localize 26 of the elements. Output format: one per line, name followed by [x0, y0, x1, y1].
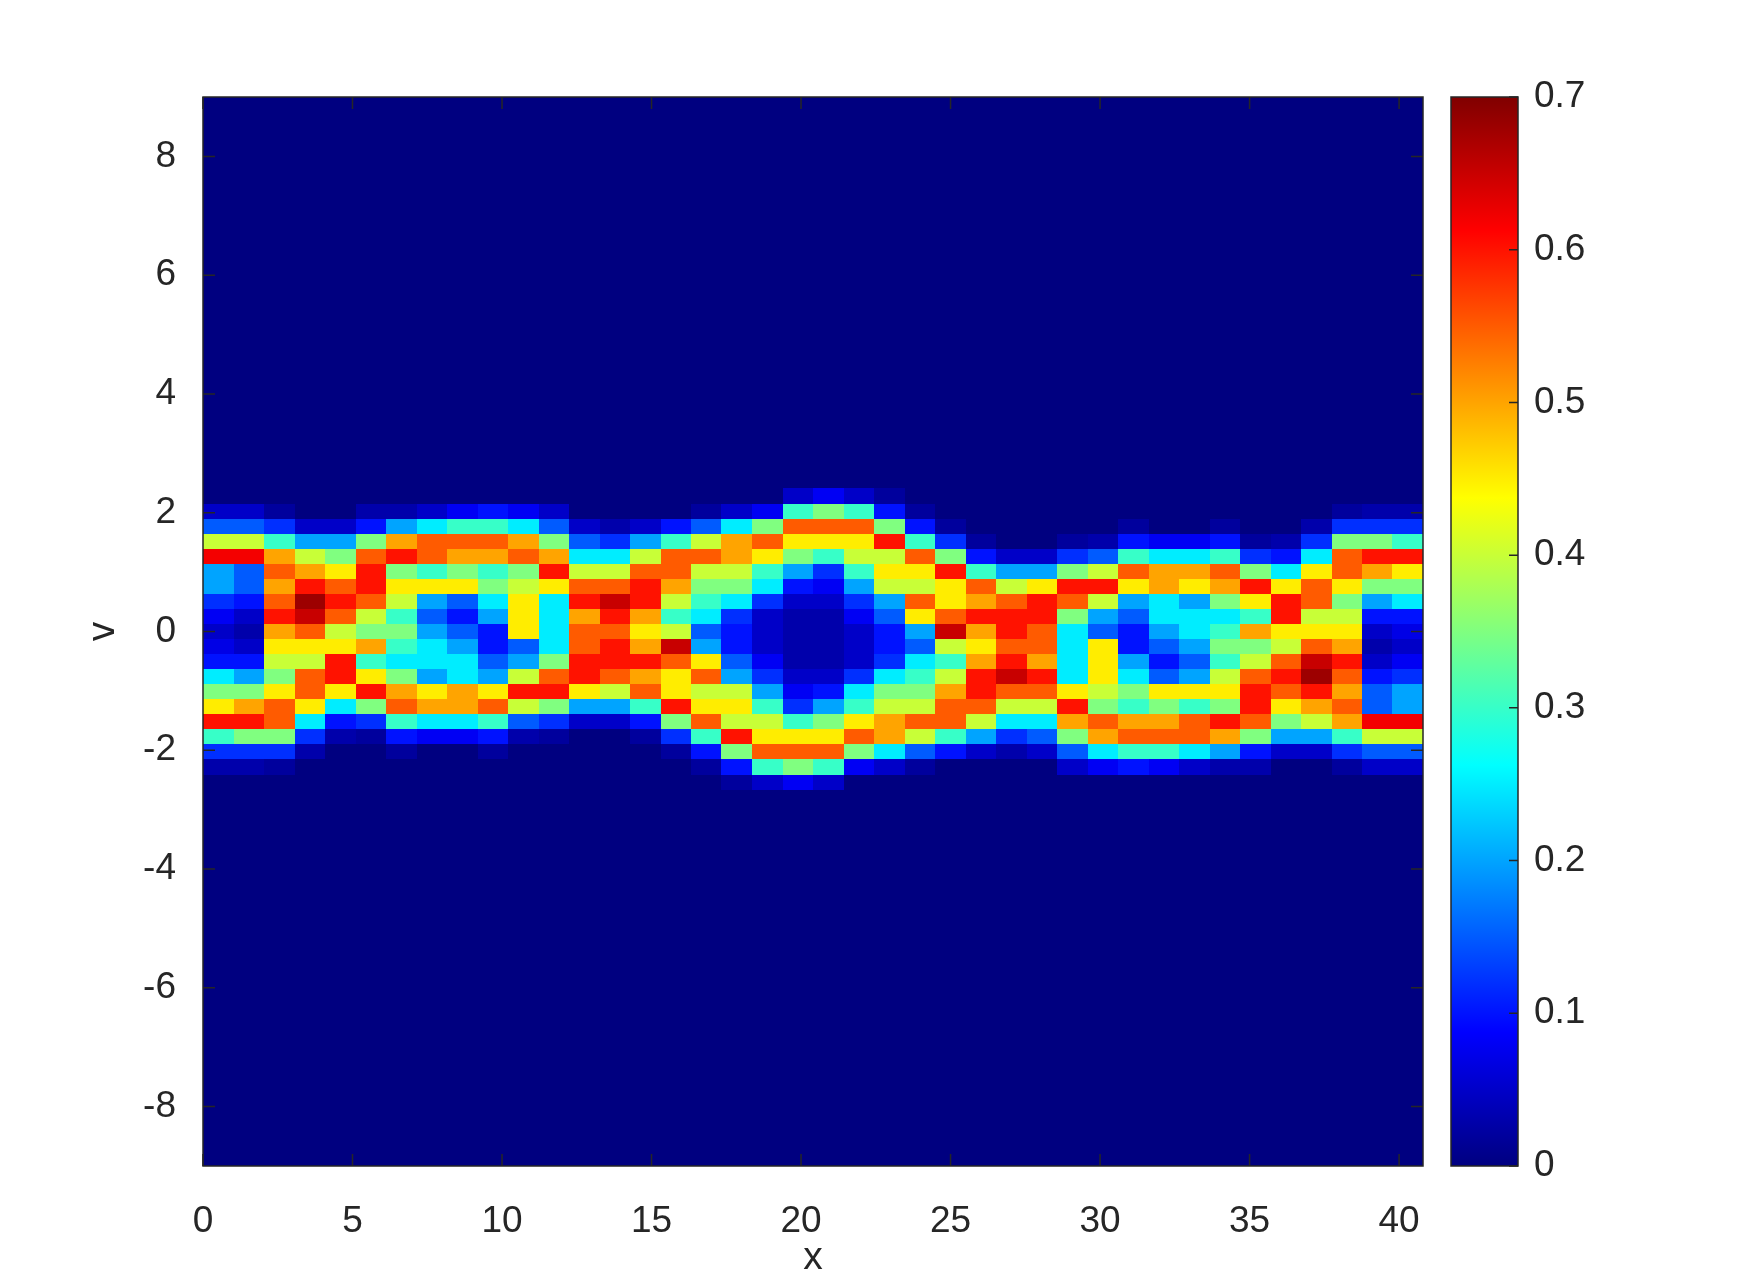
color-bar-label: 0.3 — [1534, 685, 1586, 727]
x-tick-label: 15 — [630, 1199, 673, 1241]
color-bar-label: 0.7 — [1534, 74, 1586, 116]
y-axis-title: v — [79, 621, 123, 642]
y-tick-label: 4 — [155, 371, 176, 413]
x-tick-label: 35 — [1228, 1199, 1271, 1241]
x-tick-label: 30 — [1079, 1199, 1121, 1241]
y-tick-label: 0 — [155, 608, 176, 650]
color-bar-label: 0.2 — [1534, 837, 1586, 879]
x-tick-label: 5 — [342, 1199, 363, 1241]
color-bar-label: 0 — [1534, 1143, 1555, 1185]
color-bar-label: 0.4 — [1534, 532, 1586, 574]
color-bar-label: 0.6 — [1534, 226, 1586, 268]
x-tick-label: 0 — [192, 1199, 214, 1241]
y-tick-label: -8 — [143, 1083, 176, 1125]
y-tick-label: -2 — [143, 727, 176, 769]
y-tick-label: 6 — [155, 252, 176, 294]
x-tick-label: 40 — [1378, 1199, 1420, 1241]
y-tick-label: 2 — [155, 489, 176, 531]
y-tick-label: -6 — [143, 965, 176, 1007]
y-tick-label: -4 — [143, 846, 176, 888]
x-tick-label: 10 — [481, 1199, 523, 1241]
color-bar-label: 0.1 — [1534, 990, 1586, 1032]
x-tick-label: 25 — [929, 1199, 972, 1241]
color-bar-label: 0.5 — [1534, 379, 1586, 421]
y-tick-label: 8 — [155, 133, 176, 175]
